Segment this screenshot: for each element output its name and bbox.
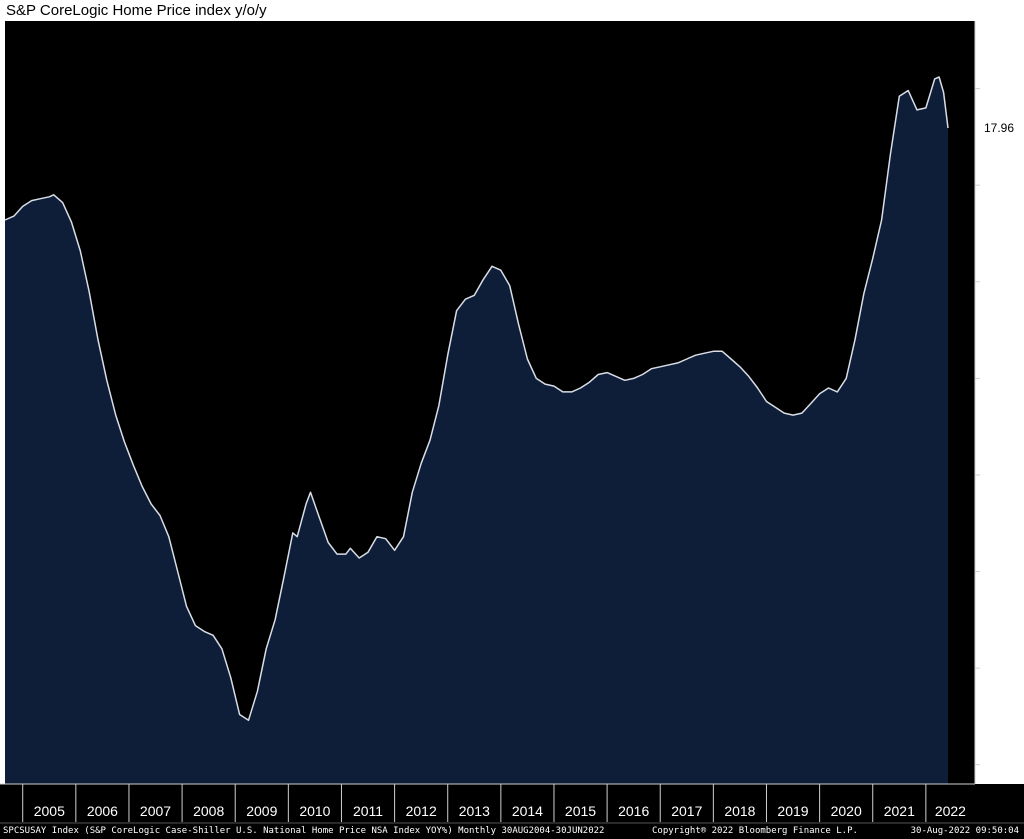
area-fill — [5, 77, 948, 784]
x-tick-label: 2015 — [565, 803, 596, 819]
x-tick-label: 2022 — [935, 803, 966, 819]
series-line — [4, 76, 949, 722]
x-tick-label: 2013 — [459, 803, 490, 819]
x-tick-label: 2014 — [512, 803, 543, 819]
x-tick-label: 2007 — [140, 803, 171, 819]
last-value-marker: 17.96 — [976, 119, 1021, 138]
x-tick-label: 2006 — [87, 803, 118, 819]
y-tick-label: 20 — [987, 82, 1001, 97]
footer-timestamp: 30-Aug-2022 09:50:04 — [911, 826, 1019, 836]
footer-copyright: Copyright® 2022 Bloomberg Finance L.P. — [652, 826, 858, 836]
last-value-box — [976, 119, 1021, 138]
x-tick-label: 2021 — [884, 803, 915, 819]
y-tick-label: -5 — [987, 565, 999, 580]
y-tick-label: 15 — [987, 178, 1001, 193]
x-tick-label: 2016 — [618, 803, 649, 819]
x-tick-label: 2011 — [353, 803, 383, 819]
x-tick-label: 2005 — [34, 803, 65, 819]
x-tick-label: 2017 — [671, 803, 702, 819]
y-axis: 20 15 10 5 0 -5 -10 -15 — [974, 21, 1006, 784]
footer-source: SPCSUSAY Index (S&P CoreLogic Case-Shill… — [3, 826, 604, 836]
y-tick-label: 5 — [987, 371, 994, 386]
x-tick-label: 2008 — [193, 803, 224, 819]
y-tick-label: -15 — [987, 758, 1006, 773]
x-tick-label: 2020 — [831, 803, 862, 819]
y-tick-label: -10 — [987, 661, 1006, 676]
y-tick-label: 10 — [987, 275, 1001, 290]
axis-strip — [0, 784, 1024, 839]
x-tick-label: 2012 — [406, 803, 437, 819]
x-tick-label: 2018 — [724, 803, 755, 819]
chart-title: S&P CoreLogic Home Price index y/o/y — [6, 2, 267, 19]
x-tick-label: 2010 — [299, 803, 330, 819]
area-series — [4, 76, 949, 784]
y-tick-label: 0 — [987, 468, 994, 483]
x-axis: 2005 2006 2007 2008 2009 2010 2011 2012 2013 2014… — [0, 783, 975, 822]
x-tick-label: 2019 — [777, 803, 808, 819]
last-value-label: 17.96 — [984, 121, 1014, 135]
x-tick-label: 2009 — [246, 803, 277, 819]
